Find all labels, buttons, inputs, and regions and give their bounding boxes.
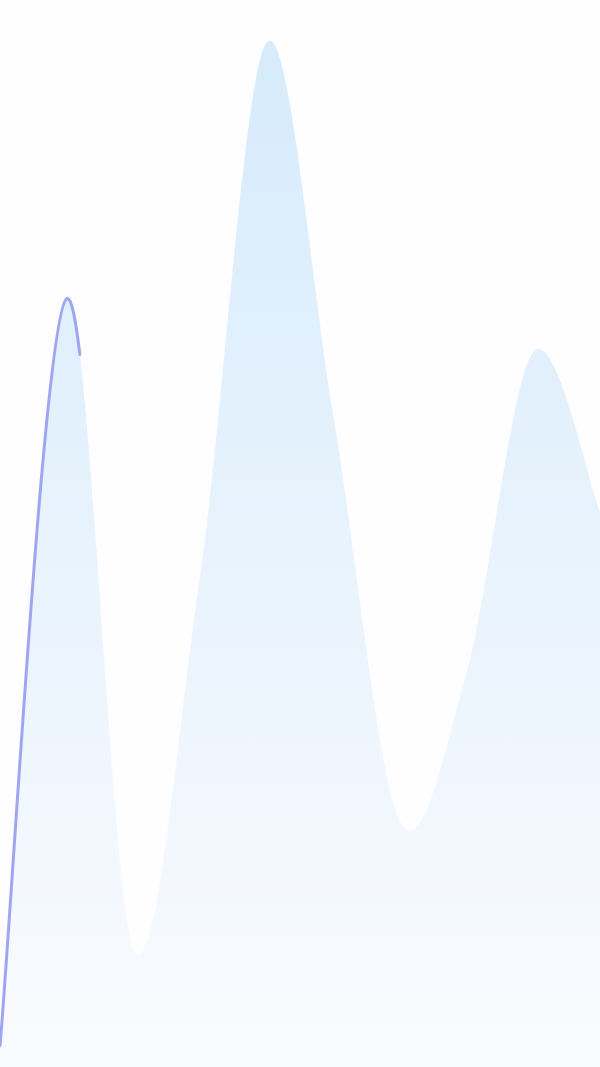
line	[0, 39, 600, 1048]
area	[0, 40, 600, 1067]
